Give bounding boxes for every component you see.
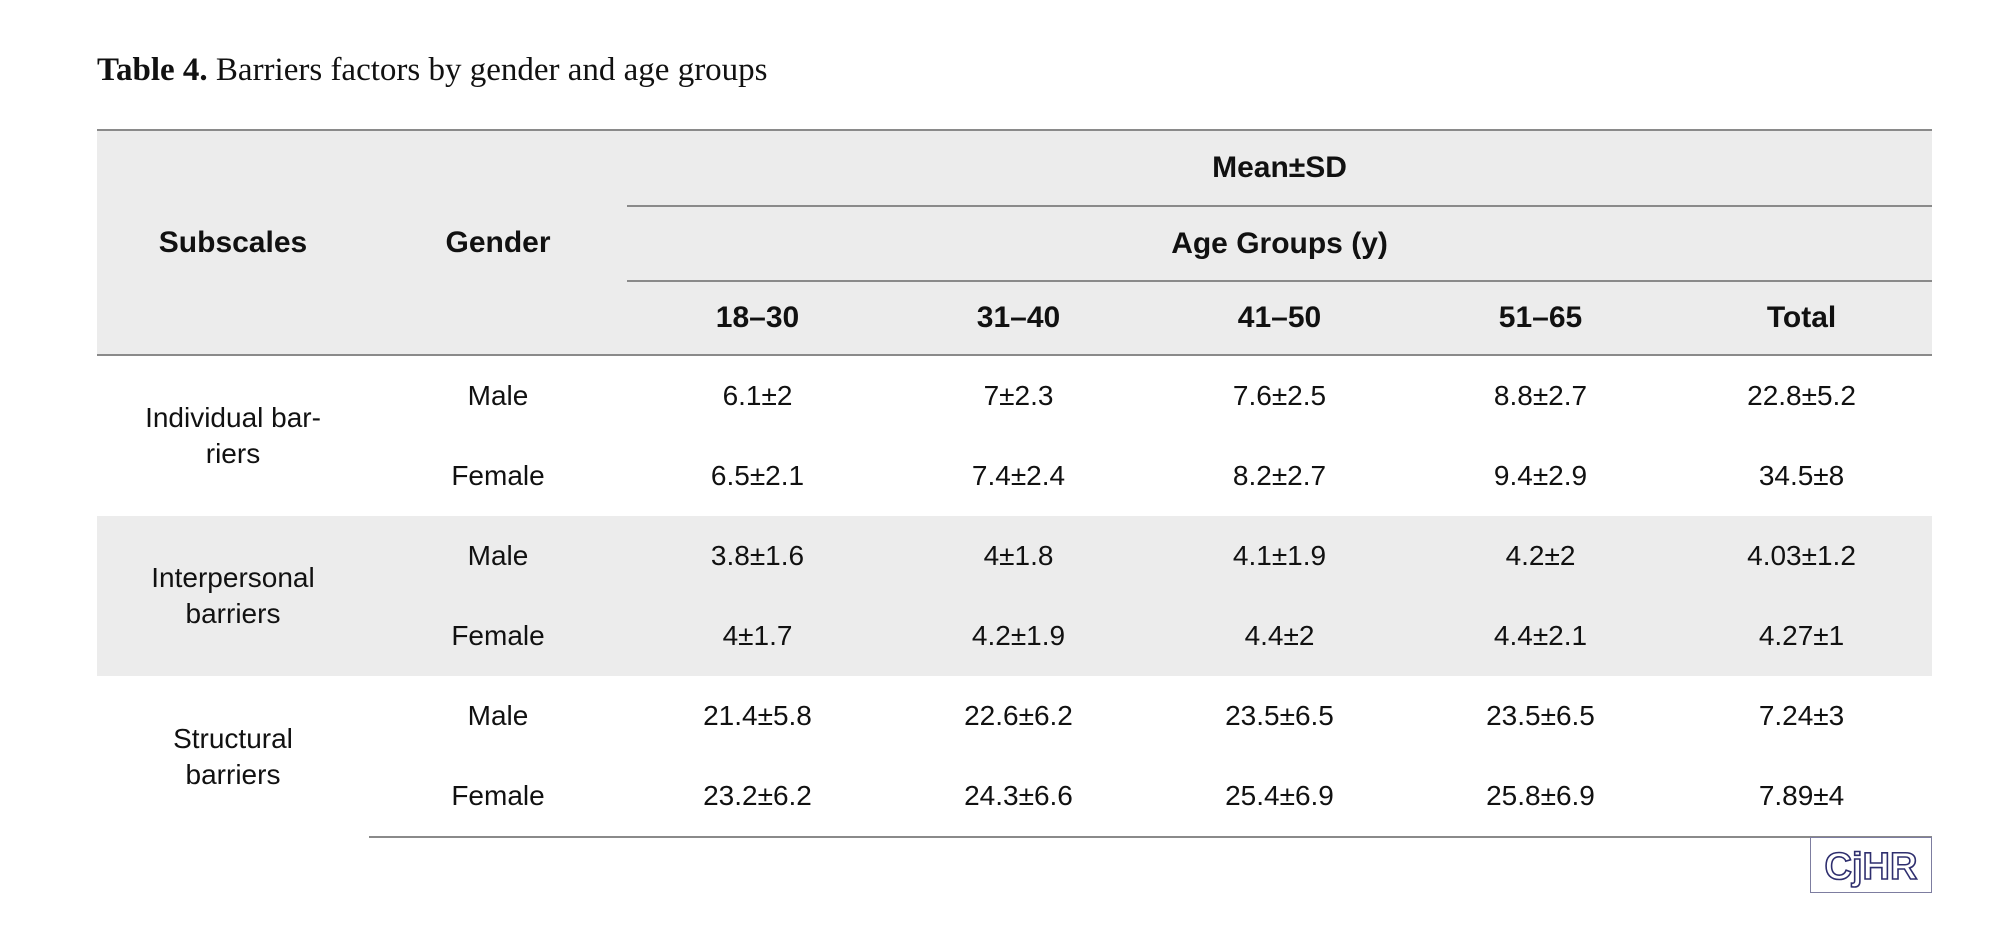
- value-cell: 24.3±6.6: [888, 756, 1149, 838]
- header-mean-sd: Mean±SD: [627, 130, 1933, 207]
- logo-text: CjHR: [1825, 846, 1918, 888]
- table-row: Female 4±1.7 4.2±1.9 4.4±2 4.4±2.1 4.27±…: [97, 596, 1933, 676]
- caption-label: Table 4.: [97, 52, 208, 88]
- value-cell: 7.6±2.5: [1232, 380, 1327, 411]
- value-cell: 4.03±1.2: [1671, 516, 1933, 596]
- value-cell: 25.8±6.9: [1410, 756, 1671, 838]
- gender-cell: Female: [369, 756, 627, 838]
- value-cell: 23.5±6.5: [1225, 700, 1334, 731]
- gender-cell: Male: [467, 380, 529, 411]
- header-age-groups: Age Groups (y): [627, 206, 1933, 282]
- gender-cell: Male: [369, 516, 627, 596]
- subscale-label-line1: Individual bar-: [145, 402, 321, 433]
- value-cell: 3.8±1.6: [627, 516, 888, 596]
- value-cell: 4.4±2: [1149, 596, 1410, 676]
- value-cell: 7±2.3: [983, 380, 1054, 411]
- value-cell: 25.4±6.9: [1149, 756, 1410, 838]
- subscale-cell: Structural barriers: [97, 676, 369, 837]
- group-structural-barriers: Structural barriers Male 21.4±5.8 22.6±6…: [97, 676, 1933, 838]
- value-cell: 8.2±2.7: [1232, 460, 1327, 491]
- value-cell: 6.1±2: [722, 380, 793, 411]
- value-cell: 4.2±2: [1410, 516, 1671, 596]
- header-col-18-30: 18–30: [715, 301, 800, 334]
- value-cell: 23.2±6.2: [627, 756, 888, 838]
- value-cell: 22.6±6.2: [964, 700, 1073, 731]
- header-col-51-65: 51–65: [1498, 301, 1583, 334]
- gender-cell: Male: [467, 700, 529, 731]
- table-row: Female 23.2±6.2 24.3±6.6 25.4±6.9 25.8±6…: [97, 756, 1933, 838]
- group-interpersonal-barriers: Interpersonal barriers Male 3.8±1.6 4±1.…: [97, 516, 1933, 676]
- table-row: Interpersonal barriers Male 3.8±1.6 4±1.…: [97, 516, 1933, 676]
- caption-text: Barriers factors by gender and age group…: [215, 52, 768, 88]
- value-cell: 7.4±2.4: [971, 460, 1066, 491]
- value-cell: 8.8±2.7: [1493, 380, 1588, 411]
- subscale-label-line1: Structural: [173, 722, 293, 754]
- value-cell: 34.5±8: [1758, 460, 1845, 491]
- value-cell: 22.8±5.2: [1747, 380, 1856, 411]
- value-cell: 7.24±3: [1758, 700, 1845, 731]
- gender-cell: Female: [451, 460, 545, 491]
- value-cell: 23.5±6.5: [1486, 700, 1595, 731]
- table-row: Individual bar- riers Male 6.1±2 7±2.3 7…: [97, 355, 1932, 469]
- header-col-total: Total: [1766, 301, 1837, 334]
- value-cell: 4.1±1.9: [1149, 516, 1410, 596]
- subscale-label-line2: barriers: [185, 598, 281, 629]
- subscale-label-line1: Interpersonal: [151, 562, 315, 593]
- header-subscales: Subscales: [158, 225, 308, 259]
- header-col-31-40: 31–40: [976, 301, 1061, 334]
- value-cell: 4±1.7: [627, 596, 888, 676]
- value-cell: 21.4±5.8: [703, 700, 812, 731]
- gender-cell: Female: [369, 596, 627, 676]
- group-individual-barriers: Individual bar- riers Male 6.1±2 7±2.3 7…: [97, 355, 1932, 516]
- header-gender: Gender: [445, 225, 551, 259]
- value-cell: 4.27±1: [1671, 596, 1933, 676]
- value-cell: 4.2±1.9: [888, 596, 1149, 676]
- table-header: Subscales Gender Mean±SD Age Groups (y) …: [97, 130, 1933, 355]
- value-cell: 4±1.8: [888, 516, 1149, 596]
- header-col-41-50: 41–50: [1237, 301, 1322, 334]
- subscale-label-line2: riers: [205, 438, 261, 469]
- journal-logo: CjHR: [1810, 837, 1932, 893]
- value-cell: 4.4±2.1: [1410, 596, 1671, 676]
- table-row: Female 6.5±2.1 7.4±2.4 8.2±2.7 9.4±2.9 3…: [97, 436, 1932, 516]
- value-cell: 9.4±2.9: [1493, 460, 1588, 491]
- value-cell: 6.5±2.1: [710, 460, 805, 491]
- subscale-cell: Interpersonal barriers: [97, 516, 369, 676]
- journal-logo-mark: CjHR: [1824, 845, 1918, 888]
- table-row: Structural barriers Male 21.4±5.8 22.6±6…: [97, 676, 1932, 790]
- subscale-label-line2: barriers: [185, 758, 281, 790]
- table-caption: Table 4. Barriers factors by gender and …: [97, 52, 768, 89]
- value-cell: 7.89±4: [1671, 756, 1933, 838]
- subscale-cell: Individual bar- riers: [97, 355, 369, 516]
- barriers-table: Subscales Gender Mean±SD Age Groups (y) …: [97, 129, 1933, 838]
